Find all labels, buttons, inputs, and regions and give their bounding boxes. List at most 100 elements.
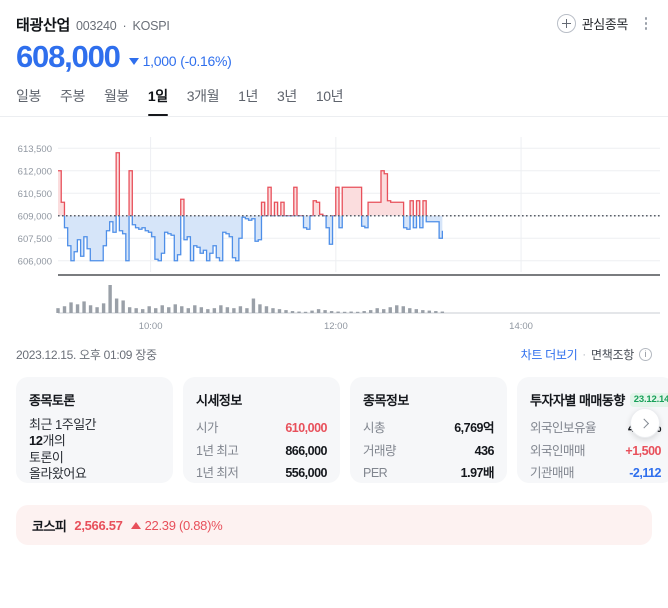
- volume-bar: [238, 306, 243, 313]
- volume-bar: [180, 306, 184, 313]
- cards-next-button[interactable]: [630, 408, 660, 438]
- card-stat-row: 시총 6,769억: [363, 417, 494, 436]
- disclaimer-link[interactable]: 면책조항: [591, 348, 634, 362]
- volume-bar: [349, 311, 353, 313]
- discussion-line: 최근 1주일간: [29, 417, 97, 432]
- tab-7[interactable]: 10년: [316, 86, 344, 116]
- tab-6[interactable]: 3년: [277, 86, 297, 116]
- tab-label: 월봉: [103, 88, 129, 104]
- price-area-above-baseline: [58, 152, 443, 216]
- card-stat-row: 거래량 436: [363, 440, 495, 459]
- volume-bar: [395, 305, 399, 313]
- add-to-watchlist-button[interactable]: 관심종목: [556, 14, 628, 33]
- company-name: 태광산업: [16, 17, 71, 34]
- volume-bar: [440, 311, 445, 313]
- volume-bar: [225, 307, 230, 313]
- chart-period-tabs: 일봉 주봉 월봉 1일 3개월 1년 3년 10년: [0, 72, 668, 117]
- tab-2[interactable]: 월봉: [104, 86, 129, 116]
- volume-bar: [160, 305, 164, 313]
- more-options-button[interactable]: [638, 14, 654, 33]
- volume-bar: [114, 298, 119, 313]
- stat-value: 556,000: [285, 466, 327, 480]
- volume-bar: [95, 307, 99, 313]
- volume-bar: [375, 308, 379, 313]
- card-title: 투자자별 매매동향 23.12.14: [530, 390, 668, 409]
- volume-bar: [368, 310, 373, 313]
- tab-4[interactable]: 3개월: [187, 86, 220, 116]
- stat-value: +1,500: [625, 443, 661, 458]
- kospi-index-bar[interactable]: 코스피 2,566.57 22.39 (0.88)%: [16, 505, 652, 545]
- volume-bar: [421, 310, 425, 313]
- volume-bar: [212, 308, 217, 313]
- volume-bar: [206, 309, 210, 313]
- volume-bar: [290, 311, 295, 313]
- card-title: 종목토론: [29, 390, 160, 409]
- card-title-text: 종목정보: [363, 393, 409, 408]
- tab-label: 1년: [238, 88, 259, 104]
- card-title: 시세정보: [196, 390, 327, 409]
- volume-bar: [303, 311, 308, 313]
- tab-3[interactable]: 1일: [147, 86, 168, 117]
- volume-bar: [401, 306, 405, 313]
- summary-card[interactable]: 종목토론 최근 1주일간 12개의 토론이 올라왔어요: [16, 377, 173, 483]
- x-axis-tick-label: 14:00: [509, 321, 533, 332]
- stat-label: 거래량: [363, 443, 397, 458]
- volume-bar: [388, 307, 392, 313]
- card-stat-row: PER 1.97배: [363, 462, 495, 481]
- volume-bar: [382, 309, 386, 313]
- card-stat-row: 1년 최고 866,000: [196, 440, 327, 459]
- volume-bar: [101, 303, 106, 313]
- price-line-above-baseline: [58, 152, 427, 216]
- volume-bar: [82, 301, 86, 313]
- volume-bar: [271, 308, 275, 313]
- volume-bar: [140, 309, 145, 313]
- volume-bar: [199, 307, 204, 313]
- volume-bar: [297, 311, 301, 313]
- volume-bar: [232, 308, 236, 313]
- volume-bar: [323, 310, 327, 313]
- stat-value: 1.97배: [460, 466, 495, 480]
- volume-bar: [186, 308, 190, 313]
- card-stat-row: 외국인매매 +1,500: [530, 440, 661, 459]
- discussion-line: 토론이: [29, 449, 64, 465]
- chevron-right-icon: [638, 418, 649, 428]
- tab-label: 일봉: [16, 88, 41, 104]
- price-chart[interactable]: 606,000 607,500 609,000 610,500 612,000 613,5…: [0, 117, 668, 342]
- volume-bar: [108, 285, 112, 313]
- y-axis-tick-label: 610,500: [18, 189, 52, 200]
- price-area-below-baseline: [58, 215, 443, 261]
- market-name: KOSPI: [132, 19, 170, 33]
- info-icon[interactable]: i: [639, 348, 652, 361]
- tab-5[interactable]: 1년: [238, 86, 258, 116]
- stat-label: 외국인보유율: [530, 421, 597, 435]
- tab-label: 1일: [147, 88, 168, 104]
- volume-bar: [355, 311, 360, 313]
- volume-bar: [336, 311, 340, 313]
- link-separator: ·: [582, 348, 587, 361]
- tab-1[interactable]: 주봉: [60, 86, 85, 116]
- stock-identity: 태광산업 003240 · KOSPI: [16, 14, 652, 35]
- card-title-text: 투자자별 매매동향: [530, 393, 625, 408]
- volume-bar: [362, 311, 366, 313]
- summary-card[interactable]: 시세정보 시가 610,000 1년 최고 866,000 1년 최저 556,000: [183, 377, 340, 483]
- price-chart-svg[interactable]: 606,000 607,500 609,000 610,500 612,000 613,5…: [0, 117, 668, 342]
- x-axis-tick-label: 12:00: [324, 321, 348, 332]
- x-axis-tick-label: 10:00: [139, 321, 163, 332]
- volume-bar: [88, 305, 93, 313]
- volume-bar: [251, 298, 256, 313]
- volume-bar: [62, 306, 67, 313]
- tab-0[interactable]: 일봉: [16, 86, 41, 116]
- volume-bar: [414, 309, 418, 313]
- y-axis-tick-label: 613,500: [18, 144, 52, 155]
- card-stat-row: 기관매매 -2,112: [530, 462, 661, 481]
- price-block: 608,000 1,000 (-0.16%): [16, 41, 652, 72]
- volume-bar: [316, 309, 321, 313]
- chart-more-link[interactable]: 차트 더보기: [520, 348, 578, 362]
- change-value: 1,000: [142, 53, 177, 69]
- volume-bar: [284, 310, 288, 313]
- header-actions: 관심종목: [556, 14, 654, 33]
- stat-label: 기관매매: [530, 466, 575, 480]
- summary-cards: 종목토론 최근 1주일간 12개의 토론이 올라왔어요 시세정보 시가 610,000 1년 최…: [0, 363, 668, 483]
